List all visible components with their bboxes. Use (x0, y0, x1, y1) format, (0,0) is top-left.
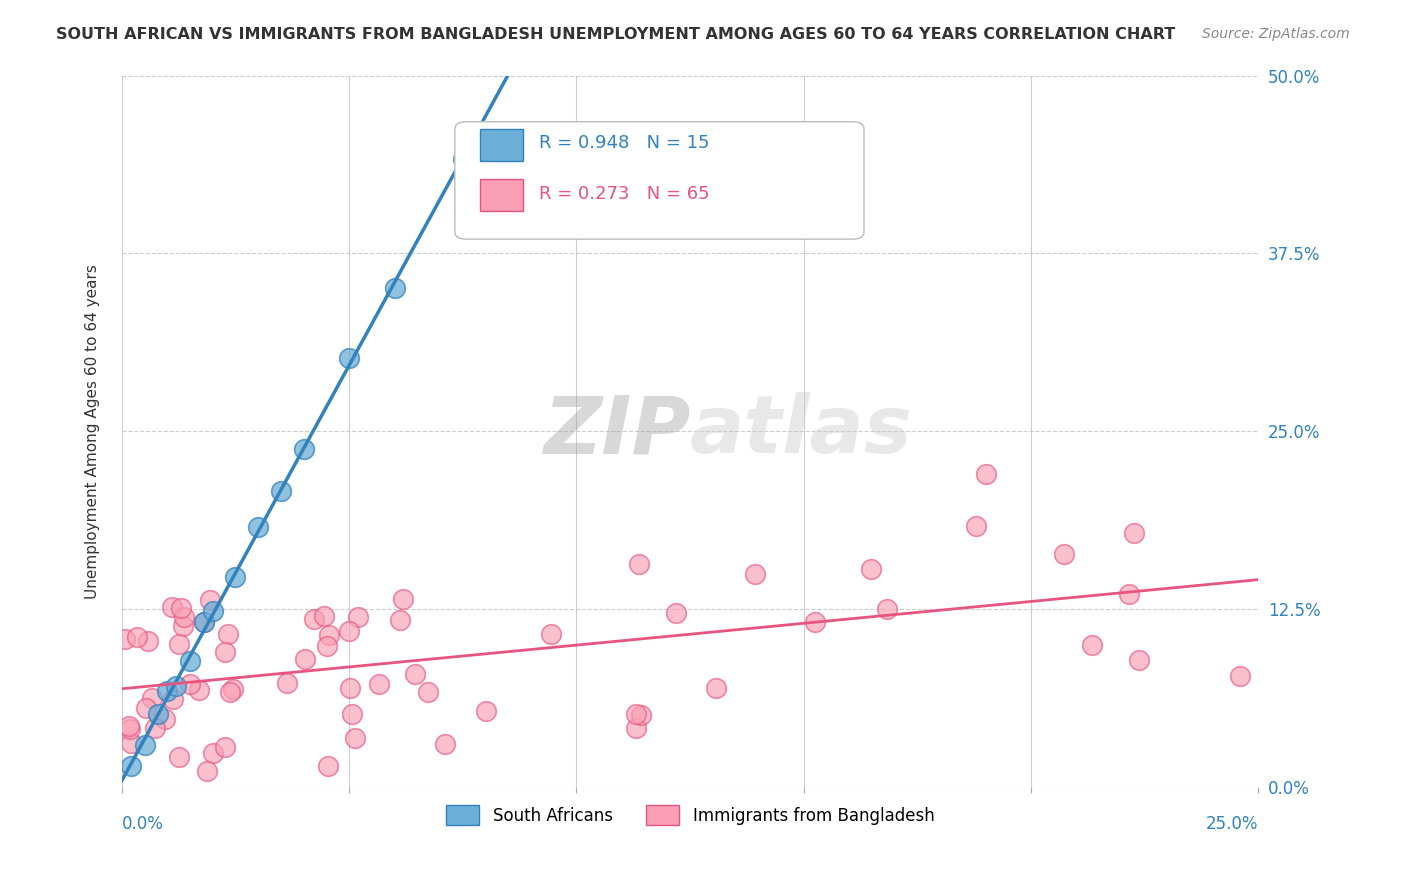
Point (172, 618, 194, 632)
Point (302, 611, 325, 625)
Point (337, 624, 360, 638)
Text: R = 0.948   N = 15: R = 0.948 N = 15 (538, 134, 710, 153)
Point (200, 593, 222, 607)
Point (704, 681, 727, 696)
Point (974, 467, 997, 481)
Point (433, 737, 456, 751)
Point (665, 606, 688, 620)
Point (1229, 669, 1251, 683)
Point (316, 639, 339, 653)
Point (195, 764, 218, 779)
Point (475, 704, 498, 718)
Point (173, 610, 195, 624)
Point (388, 613, 411, 627)
Point (202, 746, 225, 760)
Point (876, 601, 898, 615)
Point (339, 681, 361, 695)
Point (217, 626, 239, 640)
Point (270, 484, 292, 499)
Point (1118, 587, 1140, 601)
Point (156, 683, 179, 698)
Point (193, 615, 215, 630)
Point (1128, 653, 1150, 667)
Point (114, 632, 136, 647)
Point (165, 679, 187, 693)
Text: atlas: atlas (690, 392, 912, 470)
Point (224, 570, 246, 584)
Point (312, 609, 335, 624)
Point (160, 600, 183, 615)
Point (292, 442, 315, 456)
Point (214, 645, 236, 659)
Point (294, 652, 316, 666)
Point (318, 628, 340, 642)
Point (167, 750, 190, 764)
Bar (479, 128, 523, 161)
Point (214, 739, 236, 754)
Point (120, 736, 142, 750)
Point (141, 691, 163, 706)
Point (218, 684, 240, 698)
Point (416, 685, 439, 699)
Point (337, 351, 360, 366)
Point (628, 557, 651, 571)
Point (1123, 526, 1146, 541)
Text: R = 0.273   N = 65: R = 0.273 N = 65 (538, 186, 710, 203)
Point (965, 519, 987, 533)
Point (118, 722, 141, 736)
Point (391, 591, 413, 606)
Point (153, 712, 176, 726)
Point (342, 707, 364, 722)
Point (136, 633, 159, 648)
Point (193, 615, 215, 629)
Point (1080, 638, 1102, 652)
Text: Source: ZipAtlas.com: Source: ZipAtlas.com (1202, 27, 1350, 41)
Point (276, 676, 298, 690)
Point (804, 615, 827, 629)
Point (179, 677, 201, 691)
Text: SOUTH AFRICAN VS IMMIGRANTS FROM BANGLADESH UNEMPLOYMENT AMONG AGES 60 TO 64 YEA: SOUTH AFRICAN VS IMMIGRANTS FROM BANGLAD… (56, 27, 1175, 42)
Point (120, 759, 142, 773)
FancyBboxPatch shape (454, 122, 863, 239)
Point (179, 654, 201, 668)
Point (143, 721, 166, 735)
Point (134, 738, 156, 752)
Point (630, 707, 652, 722)
Point (148, 706, 170, 721)
Point (125, 631, 148, 645)
Y-axis label: Unemployment Among Ages 60 to 64 years: Unemployment Among Ages 60 to 64 years (86, 264, 100, 599)
Point (540, 627, 562, 641)
Point (626, 707, 648, 722)
Point (384, 281, 406, 295)
Point (188, 682, 211, 697)
Point (170, 600, 193, 615)
Point (316, 759, 339, 773)
Point (859, 562, 882, 576)
Text: ZIP: ZIP (543, 392, 690, 470)
Point (451, 152, 474, 166)
Point (744, 567, 766, 582)
Point (118, 719, 141, 733)
Point (343, 731, 366, 745)
Text: 0.0%: 0.0% (122, 815, 163, 833)
Point (162, 692, 184, 706)
Point (247, 520, 270, 534)
Point (367, 676, 389, 690)
Point (135, 701, 157, 715)
Point (624, 722, 647, 736)
Point (347, 610, 370, 624)
Point (404, 666, 426, 681)
Point (222, 682, 245, 697)
Point (1053, 547, 1076, 561)
Bar (479, 178, 523, 211)
Point (201, 604, 224, 618)
Legend: South Africans, Immigrants from Bangladesh: South Africans, Immigrants from Banglade… (439, 798, 941, 832)
Point (167, 637, 190, 651)
Text: 25.0%: 25.0% (1206, 815, 1258, 833)
